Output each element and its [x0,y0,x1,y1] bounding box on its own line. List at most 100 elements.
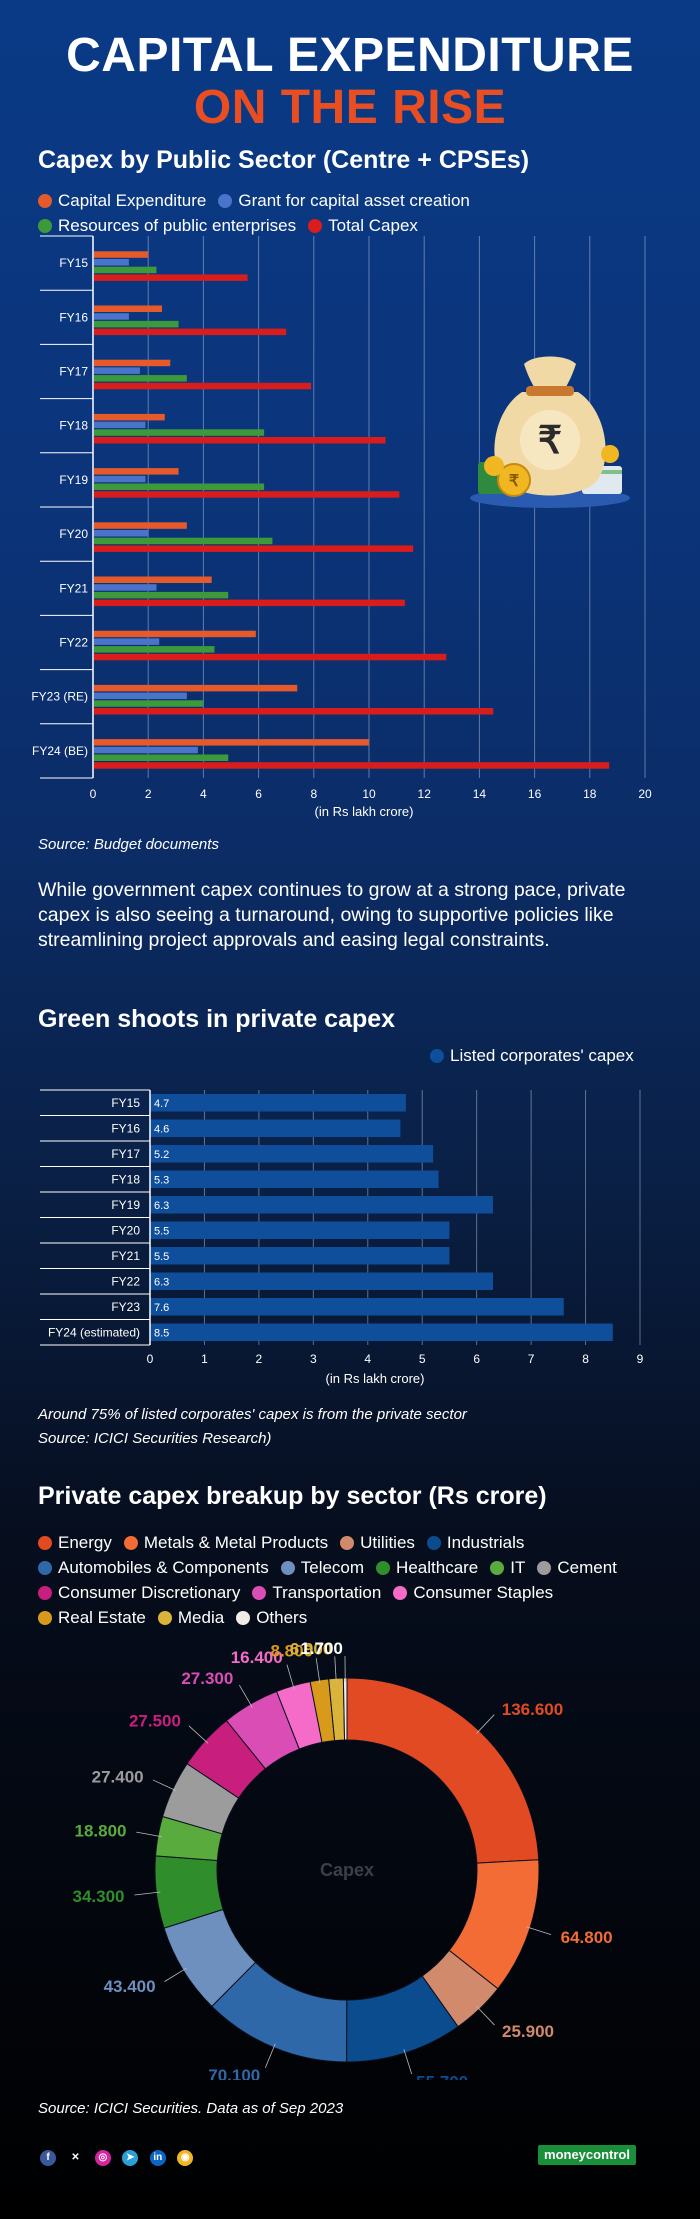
y-tick-label: FY21 [111,1249,140,1263]
y-tick-label: FY15 [111,1096,140,1110]
bar [150,1196,493,1214]
private-capex-bar-chart: 0 1 2 3 4 5 6 7 8 9 (in Rs lakh crore) FY15 4.7 FY16 4… [40,1089,644,1386]
leader-line [286,1664,295,1690]
bar [94,266,157,274]
x-tick-label: 1 [201,1352,208,1366]
x-tick-label: 5 [419,1352,426,1366]
legend-label: IT [510,1558,526,1577]
legend-item: Listed corporates' capex [430,1043,634,1068]
legend-label: Consumer Staples [413,1583,554,1602]
bar [94,421,146,429]
telegram-icon[interactable]: ➤ [122,2149,139,2166]
facebook-icon[interactable]: f [40,2149,56,2166]
legend-swatch [38,1561,52,1575]
bar [150,1170,439,1188]
x-icon[interactable]: ✕ [71,2151,80,2163]
bar [94,413,165,421]
data-label: 43.400 [104,1977,156,1996]
bar [94,591,229,599]
bar [94,684,298,692]
y-tick-label: FY20 [59,527,88,541]
y-tick-label: FY16 [59,310,88,324]
moneycontrol-logo: moneycontrol [538,2145,636,2165]
x-tick-label: 12 [418,787,432,801]
legend-item: Automobiles & Components [38,1555,269,1580]
bar [94,313,129,320]
donut-center-label: Capex [320,1860,374,1880]
intro-paragraph: While government capex continues to grow… [38,879,626,951]
leader-line [136,1831,163,1838]
data-label: 5.2 [154,1149,169,1161]
legend-item: Industrials [426,1530,524,1555]
data-label: 136.600 [502,1700,563,1719]
x-tick-label: 0 [90,787,97,801]
linkedin-icon[interactable]: in [149,2149,166,2166]
bar [94,382,312,390]
data-label: 5.5 [154,1225,169,1237]
x-tick-label: 8 [582,1352,589,1366]
leader-line [134,1891,161,1896]
y-tick-label: FY24 (BE) [32,744,88,758]
x-tick-label: 14 [473,787,487,801]
legend-label: Capital Expenditure [58,191,207,210]
bar [94,700,204,707]
legend-label: Energy [58,1533,112,1552]
legend-item: Energy [38,1530,112,1555]
leader-line [476,2005,495,2026]
chart2-note: Around 75% of listed corporates' capex i… [38,1406,467,1423]
legend-item: Transportation [252,1580,381,1605]
data-label: 18.800 [74,1822,126,1841]
x-tick-label: 7 [528,1352,535,1366]
leader-line [403,2049,413,2075]
legend-item: Telecom [280,1555,364,1580]
chart3-legend: Energy Metals & Metal Products Utilities In… [38,1530,678,1630]
data-label: 5.5 [154,1251,169,1263]
legend-item: Media [157,1605,224,1630]
legend-item: Capital Expenditure [38,188,206,213]
data-label: 6.3 [154,1200,169,1212]
legend-item: Grant for capital asset creation [218,188,470,213]
legend-label: Resources of public enterprises [58,216,297,235]
leader-line [164,1967,187,1982]
data-label: 27.300 [181,1669,233,1688]
bar [94,530,149,537]
legend-swatch [123,1536,138,1550]
bar [94,754,229,761]
data-label: 55.700 [416,2073,468,2080]
bar [94,328,287,336]
data-label: 4.7 [154,1098,169,1110]
app-icon[interactable]: ◉ [177,2149,194,2166]
legend-swatch [252,1586,267,1600]
data-label: 8.800 [271,1641,314,1660]
bar [94,475,146,483]
x-tick-label: 8 [310,787,317,801]
bar [94,708,494,715]
leader-line [526,1926,552,1935]
legend-swatch [38,194,52,208]
legend-item: Resources of public enterprises [38,213,296,238]
legend-swatch [537,1561,552,1575]
bar [94,320,179,328]
legend-swatch [308,219,323,233]
bar [94,305,162,312]
y-tick-label: FY17 [59,365,88,379]
legend-swatch [38,1586,52,1600]
bar [94,599,405,607]
instagram-icon[interactable]: ◎ [94,2149,111,2166]
bar [94,545,414,552]
bar [94,739,369,746]
y-tick-label: FY21 [59,581,88,595]
legend-item: Consumer Staples [393,1580,553,1605]
legend-item: Metals & Metal Products [123,1530,328,1555]
legend-swatch [430,1049,444,1063]
x-tick-label: 3 [310,1352,317,1366]
donut-slice [342,1677,348,1741]
x-tick-label: 16 [528,787,542,801]
x-axis-label: (in Rs lakh crore) [315,804,414,819]
sector-donut-chart: 136.600 64.800 25.900 55.700 70.100 43.400 34.… [73,1640,613,2080]
legend-label: Cement [557,1558,617,1577]
x-tick-label: 10 [362,787,376,801]
y-tick-label: FY23 [111,1300,140,1314]
data-label: 8.5 [154,1327,169,1339]
x-tick-label: 2 [145,787,152,801]
